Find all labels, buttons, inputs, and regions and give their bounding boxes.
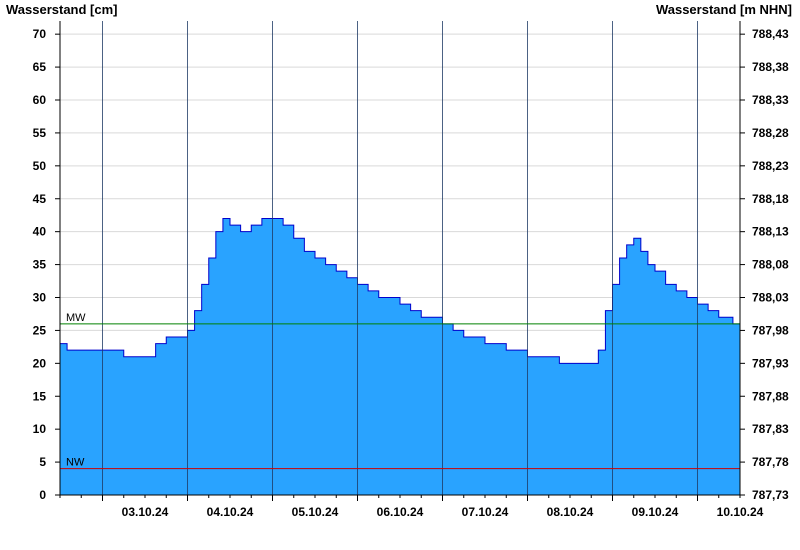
y-right-tick-label: 787,83 <box>752 422 789 436</box>
x-tick-label: 06.10.24 <box>377 505 424 519</box>
y-right-tick-label: 788,28 <box>752 126 789 140</box>
y-tick-label: 45 <box>33 192 47 206</box>
y-tick-label: 25 <box>33 323 47 337</box>
y-tick-label: 30 <box>33 291 47 305</box>
y-tick-label: 5 <box>39 455 46 469</box>
x-tick-label: 04.10.24 <box>207 505 254 519</box>
y-tick-label: 15 <box>33 389 47 403</box>
y-right-tick-label: 787,98 <box>752 323 789 337</box>
y-right-tick-label: 788,13 <box>752 225 789 239</box>
day-divider-lines <box>102 21 698 495</box>
y-right-tick-label: 787,78 <box>752 455 789 469</box>
y-right-tick-label: 788,38 <box>752 60 789 74</box>
reference-lines: MW NW <box>60 312 740 470</box>
y-tick-label: 40 <box>33 225 47 239</box>
y-right-tick-label: 788,08 <box>752 258 789 272</box>
y-right-tick-label: 787,93 <box>752 356 789 370</box>
y-tick-label: 55 <box>33 126 47 140</box>
reference-label-mw: MW <box>66 312 86 324</box>
y-right-tick-label: 787,73 <box>752 488 789 502</box>
x-tick-label: 09.10.24 <box>632 505 679 519</box>
y-tick-label: 0 <box>39 488 46 502</box>
y-tick-label: 50 <box>33 159 47 173</box>
y-tick-label: 70 <box>33 27 47 41</box>
y-right-tick-label: 788,33 <box>752 93 789 107</box>
x-ticks: 03.10.24 04.10.24 05.10.24 06.10.24 07.10.24… <box>59 495 764 519</box>
x-tick-label: 10.10.24 <box>717 505 764 519</box>
left-axis-title: Wasserstand [cm] <box>6 2 118 17</box>
y-right-tick-label: 788,23 <box>752 159 789 173</box>
water-level-area <box>60 159 740 495</box>
y-right-tick-label: 788,18 <box>752 192 789 206</box>
y-right-tick-label: 788,43 <box>752 27 789 41</box>
x-tick-label: 05.10.24 <box>292 505 339 519</box>
x-tick-label: 07.10.24 <box>462 505 509 519</box>
reference-label-nw: NW <box>66 457 85 469</box>
y-tick-label: 20 <box>33 356 47 370</box>
y-tick-label: 35 <box>33 258 47 272</box>
y-tick-label: 10 <box>33 422 47 436</box>
y-right-tick-label: 787,88 <box>752 389 789 403</box>
x-tick-label: 03.10.24 <box>122 505 169 519</box>
y-tick-label: 65 <box>33 60 47 74</box>
right-axis-title: Wasserstand [m NHN] <box>656 2 792 17</box>
x-tick-label: 08.10.24 <box>547 505 594 519</box>
y-tick-label: 60 <box>33 93 47 107</box>
right-y-ticks: 787,73 787,78 787,83 787,88 787,93 787,98 788,… <box>740 27 789 502</box>
left-y-ticks: 0 5 10 15 20 25 30 35 40 45 50 55 60 65 70 <box>33 27 60 502</box>
y-right-tick-label: 788,03 <box>752 291 789 305</box>
